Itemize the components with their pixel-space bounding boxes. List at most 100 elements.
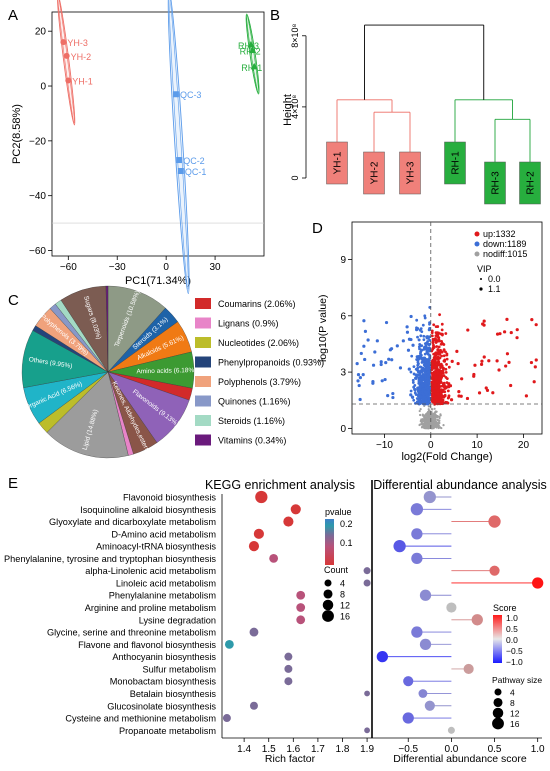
da-score-colorbar — [493, 615, 502, 663]
volcano-point — [436, 418, 439, 421]
volcano-point — [419, 348, 423, 352]
dendrogram-leaf-label: RH-2 — [526, 171, 537, 195]
volcano-point — [420, 383, 424, 387]
volcano-point — [358, 397, 362, 402]
volcano-point — [445, 381, 449, 385]
volcano-point — [401, 339, 405, 343]
dendrogram-leaf-label: RH-3 — [491, 171, 502, 195]
kegg-count-legend-dot — [323, 589, 333, 599]
volcano-point — [425, 419, 428, 422]
pca-x-tick-label: 30 — [210, 262, 222, 273]
dendrogram-y-axis-label: Height — [282, 94, 294, 126]
volcano-point — [473, 363, 477, 367]
volcano-point — [465, 396, 470, 401]
volcano-y-tick-label: 9 — [340, 255, 346, 266]
volcano-vip-label: 0.0 — [488, 274, 501, 284]
panel-label-c: C — [8, 292, 19, 309]
volcano-point — [426, 402, 430, 406]
volcano-point — [443, 401, 447, 405]
volcano-point — [431, 337, 435, 341]
volcano-point — [444, 386, 448, 390]
volcano-point — [355, 362, 359, 366]
kegg-pathway-label: Sulfur metabolism — [142, 664, 216, 674]
volcano-point — [379, 360, 383, 364]
pie-legend-label: Coumarins (2.06%) — [218, 299, 296, 309]
volcano-point — [384, 320, 389, 325]
volcano-point — [446, 401, 450, 405]
kegg-enrichment-dot — [296, 603, 306, 612]
pca-y-tick-label: −20 — [29, 136, 46, 147]
da-lollipop-dot — [424, 700, 435, 711]
kegg-enrichment-dot — [253, 528, 264, 539]
volcano-point — [375, 339, 379, 343]
volcano-point — [441, 342, 444, 346]
volcano-point — [362, 344, 366, 348]
volcano-point — [410, 395, 415, 399]
volcano-point — [406, 348, 411, 352]
da-lollipop-dot — [402, 712, 414, 724]
dendrogram-y-tick-label: 8×10⁸ — [290, 24, 300, 48]
volcano-point — [498, 332, 502, 336]
volcano-point — [440, 394, 443, 398]
volcano-point — [373, 350, 377, 354]
pca-x-tick-label: −60 — [60, 262, 77, 273]
pie-slice — [107, 285, 166, 373]
dendrogram-leaf-label: YH-2 — [370, 161, 381, 184]
volcano-point — [447, 395, 451, 399]
volcano-legend-marker — [474, 231, 480, 237]
kegg-pathway-label: Arginine and proline metabolism — [85, 603, 217, 613]
kegg-pathway-label: Anthocyanin biosynthesis — [112, 652, 216, 662]
pca-x-axis-label: PC1(71.34%) — [125, 275, 191, 287]
volcano-point — [457, 390, 461, 394]
volcano-point — [371, 380, 375, 384]
volcano-point — [433, 382, 437, 385]
volcano-point — [421, 392, 425, 396]
volcano-point — [431, 408, 434, 411]
volcano-point — [437, 336, 441, 340]
panel-label-a: A — [8, 7, 18, 24]
da-score-tick-label: −0.5 — [506, 646, 523, 656]
da-size-legend-dot — [493, 697, 503, 708]
volcano-point — [441, 383, 445, 387]
volcano-point — [409, 393, 413, 397]
volcano-point — [417, 338, 421, 342]
volcano-point — [409, 370, 413, 374]
volcano-point — [438, 313, 442, 317]
volcano-point — [507, 360, 511, 364]
panel-label-d: D — [312, 220, 323, 237]
volcano-point — [428, 393, 432, 397]
volcano-point — [383, 377, 387, 382]
volcano-point — [421, 356, 424, 360]
pie-legend-swatch — [195, 337, 211, 348]
da-x-tick-label: −0.5 — [398, 744, 418, 755]
volcano-point — [423, 418, 426, 421]
volcano-point — [359, 351, 363, 356]
volcano-point — [420, 330, 424, 334]
volcano-point — [487, 359, 491, 363]
volcano-point — [425, 335, 428, 339]
volcano-point — [411, 378, 415, 382]
kegg-title: KEGG enrichment analysis — [205, 478, 355, 492]
da-lollipop-dot — [418, 689, 428, 698]
da-lollipop-dot — [419, 638, 432, 651]
volcano-point — [437, 387, 441, 391]
volcano-point — [412, 398, 416, 402]
dendrogram-leaf-box — [399, 151, 421, 195]
volcano-point — [438, 426, 442, 429]
pie-legend-swatch — [195, 317, 211, 329]
pca-y-tick-label: −40 — [29, 191, 46, 202]
da-lollipop-dot — [447, 726, 455, 734]
volcano-point — [439, 414, 442, 417]
dendrogram-leaf-box — [326, 141, 348, 185]
pie-legend-swatch — [195, 415, 211, 426]
volcano-point — [431, 421, 434, 424]
volcano-point — [426, 411, 430, 414]
volcano-point — [434, 413, 437, 416]
volcano-point — [412, 365, 416, 368]
volcano-point — [436, 389, 440, 393]
panel-label-b: B — [270, 7, 280, 24]
pca-sample-label: YH-3 — [67, 38, 88, 48]
dendrogram-y-tick-label: 4×10⁸ — [290, 95, 300, 119]
volcano-point — [417, 345, 421, 349]
da-size-legend-dot — [492, 717, 504, 730]
